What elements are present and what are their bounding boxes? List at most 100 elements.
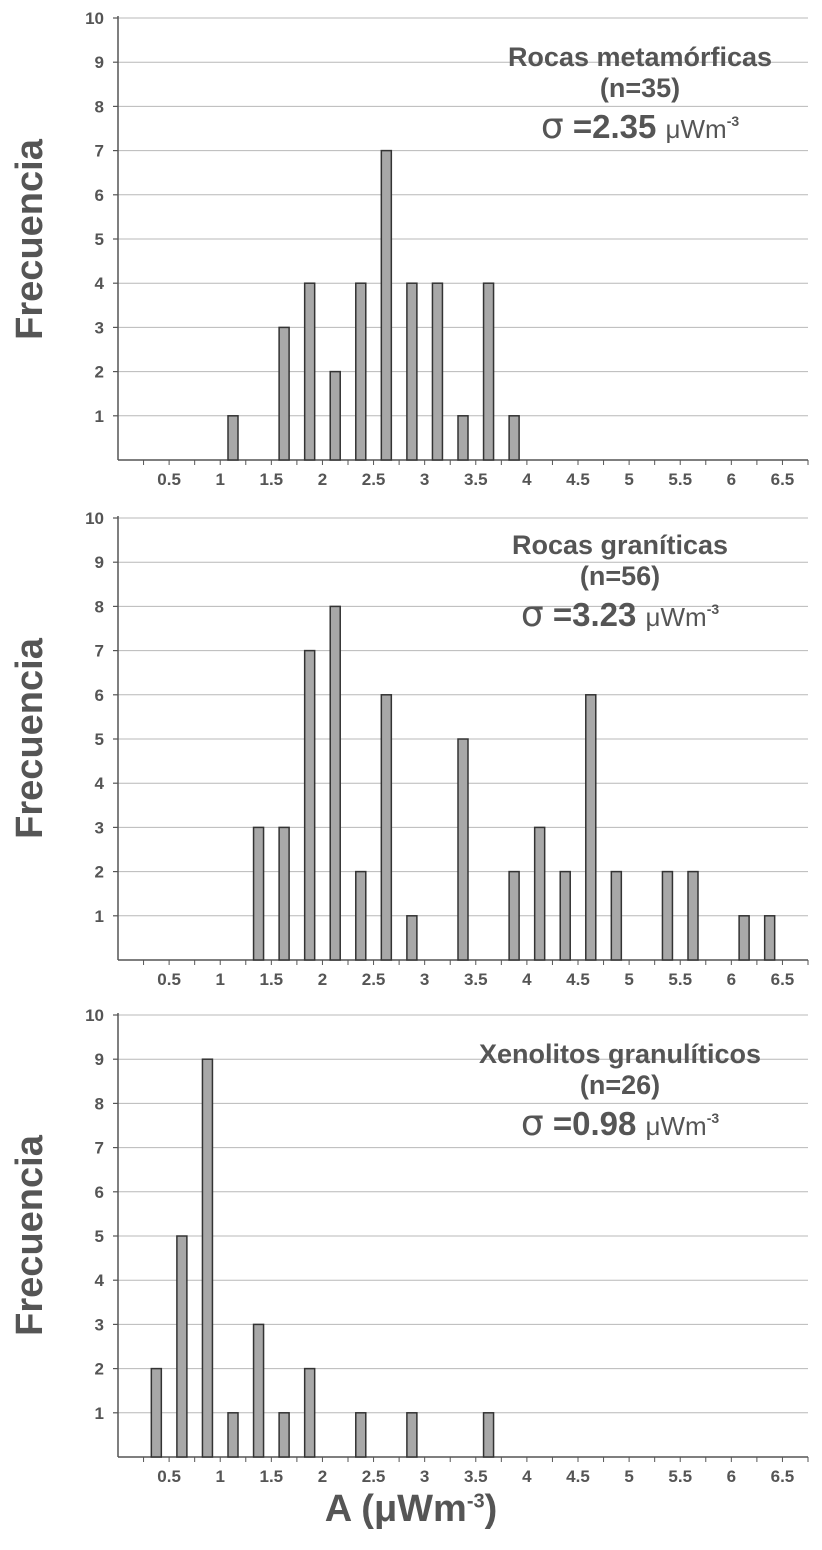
histogram-bar bbox=[661, 870, 674, 961]
y-tick-label: 7 bbox=[95, 642, 104, 661]
annotation-xenolitos: Xenolitos granulíticos (n=26) σ =0.98 μW… bbox=[420, 1039, 820, 1144]
y-tick-label: 7 bbox=[95, 1139, 104, 1158]
annotation-metamorficas: Rocas metamórficas (n=35) σ =2.35 μWm-3 bbox=[450, 42, 822, 147]
x-tick-label: 4 bbox=[522, 470, 532, 489]
histogram-bar bbox=[380, 694, 393, 961]
y-tick-label: 2 bbox=[95, 863, 104, 882]
y-tick-label: 9 bbox=[95, 1050, 104, 1069]
x-tick-label: 5.5 bbox=[668, 1467, 692, 1486]
histogram-bar bbox=[585, 694, 597, 961]
x-tick-label: 2 bbox=[318, 1467, 327, 1486]
histogram-bar bbox=[687, 870, 699, 961]
x-tick-label: 2.5 bbox=[362, 1467, 386, 1486]
x-tick-label: 4.5 bbox=[566, 1467, 590, 1486]
y-tick-label: 8 bbox=[95, 1094, 104, 1113]
x-tick-label: 3.5 bbox=[464, 1467, 488, 1486]
x-tick-label: 0.5 bbox=[157, 1467, 181, 1486]
x-tick-label: 1 bbox=[215, 1467, 224, 1486]
chart-svg-graniticas: 1 2 3 4 5 6 7 8 9 10 0.5 1 1.5 2 2.5 3 3.5 4 4.5 5 5.5 6 6.5 bbox=[85, 509, 809, 989]
histogram-bar bbox=[252, 1323, 265, 1458]
x-tick-label: 4.5 bbox=[566, 970, 590, 989]
x-tick-label: 4 bbox=[522, 1467, 532, 1486]
x-tick-label: 1.5 bbox=[260, 1467, 284, 1486]
x-tick-label: 0.5 bbox=[157, 470, 181, 489]
x-tick-label: 1.5 bbox=[260, 970, 284, 989]
x-tick-label: 0.5 bbox=[157, 970, 181, 989]
histogram-bar bbox=[355, 1412, 367, 1458]
sigma-label: σ =0.98 μWm-3 bbox=[520, 1103, 720, 1144]
histogram-bar bbox=[380, 149, 393, 461]
x-tick-label: 4.5 bbox=[566, 470, 590, 489]
y-tick-label: 5 bbox=[95, 230, 104, 249]
y-axis-label: Frecuencia bbox=[8, 637, 51, 839]
histogram-bar bbox=[150, 1367, 163, 1458]
histogram-bar bbox=[508, 870, 520, 961]
chart-svg-metamorficas: 1 2 3 4 5 6 7 8 9 10 0.5 1 1.5 2 2.5 3 3.5 4 4.5 5 5.5 6 6.5 bbox=[85, 9, 809, 489]
x-tick-label: 4 bbox=[522, 970, 532, 989]
x-tick-label: 3 bbox=[420, 470, 429, 489]
y-axis-label: Frecuencia bbox=[8, 1134, 51, 1336]
y-tick-label: 10 bbox=[85, 509, 104, 528]
chart-svg-xenolitos: 1 2 3 4 5 6 7 8 9 10 0.5 1 1.5 2 2.5 3 3.5 4 4.5 5 5.5 6 6.5 bbox=[85, 1006, 809, 1486]
x-tick-label: 3.5 bbox=[464, 970, 488, 989]
y-tick-label: 5 bbox=[95, 730, 104, 749]
y-tick-label: 1 bbox=[95, 907, 104, 926]
histogram-bar bbox=[278, 826, 290, 961]
histogram-bar bbox=[610, 870, 623, 961]
histogram-bar bbox=[227, 415, 239, 461]
y-tick-label: 10 bbox=[85, 1006, 104, 1025]
sigma-label: σ =2.35 μWm-3 bbox=[540, 106, 740, 147]
sample-count: (n=35) bbox=[599, 73, 681, 103]
annotation-graniticas: Rocas graníticas (n=56) σ =3.23 μWm-3 bbox=[420, 530, 820, 635]
x-tick-label: 2.5 bbox=[362, 470, 386, 489]
y-tick-label: 10 bbox=[85, 9, 104, 28]
histogram-bar bbox=[303, 649, 316, 961]
y-tick-label: 3 bbox=[95, 1315, 104, 1334]
histogram-bar bbox=[201, 1058, 214, 1458]
chart-panel-metamorficas: 1 2 3 4 5 6 7 8 9 10 0.5 1 1.5 2 2.5 3 3.5 4 4.5 5 5.5 6 6.5 F… bbox=[0, 0, 822, 500]
histogram-bar bbox=[303, 1367, 316, 1458]
y-tick-label: 3 bbox=[95, 818, 104, 837]
y-tick-label: 1 bbox=[95, 1404, 104, 1423]
x-tick-label: 5.5 bbox=[668, 970, 692, 989]
chart-panel-xenolitos: 1 2 3 4 5 6 7 8 9 10 0.5 1 1.5 2 2.5 3 3.5 4 4.5 5 5.5 6 6.5 F… bbox=[0, 997, 822, 1487]
histogram-bar bbox=[406, 915, 418, 961]
y-tick-label: 6 bbox=[95, 686, 104, 705]
y-tick-label: 7 bbox=[95, 142, 104, 161]
histogram-bar bbox=[303, 282, 316, 461]
y-tick-label: 4 bbox=[95, 274, 105, 293]
histogram-bar bbox=[406, 282, 418, 461]
sample-count: (n=56) bbox=[579, 561, 661, 591]
y-tick-label: 9 bbox=[95, 53, 104, 72]
x-tick-label: 6.5 bbox=[771, 470, 795, 489]
histogram-bar bbox=[278, 1412, 290, 1458]
histogram-bar bbox=[457, 738, 469, 961]
y-tick-label: 9 bbox=[95, 553, 104, 572]
y-tick-label: 2 bbox=[95, 1360, 104, 1379]
sigma-label: σ =3.23 μWm-3 bbox=[520, 594, 720, 635]
y-tick-label: 8 bbox=[95, 97, 104, 116]
histogram-bar bbox=[482, 1412, 495, 1458]
x-tick-label: 5 bbox=[624, 1467, 633, 1486]
x-tick-label: 6.5 bbox=[771, 970, 795, 989]
y-tick-label: 4 bbox=[95, 774, 105, 793]
x-tick-label: 5.5 bbox=[668, 470, 692, 489]
x-tick-label: 6 bbox=[727, 970, 736, 989]
y-tick-label: 2 bbox=[95, 363, 104, 382]
x-tick-label: 2 bbox=[318, 470, 327, 489]
histogram-bar bbox=[252, 826, 265, 961]
x-tick-label: 2 bbox=[318, 970, 327, 989]
histogram-bar bbox=[278, 326, 290, 461]
chart-title: Rocas metamórficas bbox=[507, 42, 773, 72]
y-tick-label: 6 bbox=[95, 1183, 104, 1202]
chart-title: Xenolitos granulíticos bbox=[478, 1039, 762, 1069]
x-tick-label: 1 bbox=[215, 470, 224, 489]
y-tick-label: 3 bbox=[95, 318, 104, 337]
x-tick-label: 3 bbox=[420, 1467, 429, 1486]
histogram-bar bbox=[406, 1412, 418, 1458]
x-tick-label: 3.5 bbox=[464, 470, 488, 489]
histogram-bar bbox=[508, 415, 520, 461]
x-axis-title: A (μWm-3) bbox=[324, 1488, 498, 1530]
histogram-bar bbox=[227, 1412, 239, 1458]
x-tick-label: 2.5 bbox=[362, 970, 386, 989]
